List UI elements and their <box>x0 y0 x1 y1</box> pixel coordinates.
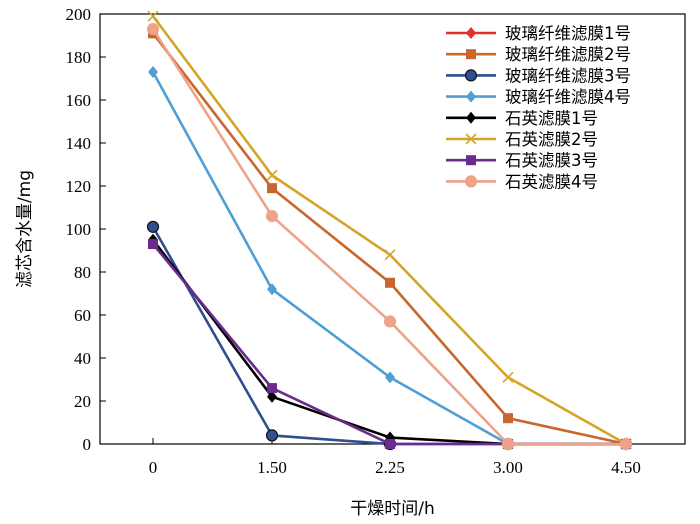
legend-label: 石英滤膜1号 <box>505 109 598 128</box>
data-point <box>267 283 277 296</box>
y-tick-label: 100 <box>66 220 92 239</box>
data-point <box>385 277 395 288</box>
data-point <box>384 249 396 261</box>
data-point <box>265 210 279 223</box>
y-tick-label: 40 <box>74 349 91 368</box>
legend-item: 玻璃纤维滤膜2号 <box>446 45 631 64</box>
y-tick-label: 80 <box>74 263 91 282</box>
series-line <box>151 71 626 446</box>
data-point <box>501 437 515 451</box>
data-point <box>267 383 277 394</box>
legend-label: 石英滤膜2号 <box>505 130 598 149</box>
legend-item: 玻璃纤维滤膜4号 <box>446 88 631 107</box>
y-axis-title: 滤芯含水量/mg <box>15 170 35 288</box>
data-point <box>267 390 277 403</box>
data-point <box>148 66 158 79</box>
x-axis-title: 干燥时间/h <box>350 499 435 519</box>
data-point <box>267 183 277 194</box>
x-tick-label: 0 <box>149 458 158 477</box>
x-tick-label: 4.50 <box>611 458 641 477</box>
data-point <box>502 371 514 383</box>
axes: 0 20 40 60 80 100 120 140 160 180 200 0 1.50 2.25 3.00… <box>66 5 686 477</box>
data-point <box>464 69 478 82</box>
y-tick-label: 160 <box>66 91 92 110</box>
x-tick-label: 3.00 <box>493 458 523 477</box>
series-8 <box>146 22 633 451</box>
legend-label: 石英滤膜4号 <box>505 172 598 191</box>
data-point <box>466 27 476 39</box>
legend-label: 石英滤膜3号 <box>505 151 598 170</box>
data-point <box>465 133 477 145</box>
data-point <box>466 49 476 60</box>
x-tick-label: 2.25 <box>375 458 405 477</box>
y-tick-label: 20 <box>74 392 91 411</box>
y-tick-label: 200 <box>66 5 92 24</box>
legend: 玻璃纤维滤膜1号玻璃纤维滤膜2号玻璃纤维滤膜3号玻璃纤维滤膜4号石英滤膜1号石英… <box>446 24 631 191</box>
legend-item: 石英滤膜1号 <box>446 109 598 128</box>
data-point <box>466 111 476 124</box>
data-point <box>385 439 395 449</box>
y-tick-label: 180 <box>66 48 92 67</box>
data-point <box>464 175 478 188</box>
legend-item: 石英滤膜3号 <box>446 151 598 170</box>
legend-label: 玻璃纤维滤膜3号 <box>505 66 631 85</box>
series-line <box>151 243 626 446</box>
data-point <box>466 90 476 103</box>
series-5 <box>148 233 631 450</box>
data-point <box>146 220 160 233</box>
legend-item: 玻璃纤维滤膜3号 <box>446 66 631 85</box>
legend-label: 玻璃纤维滤膜1号 <box>505 24 631 43</box>
legend-label: 玻璃纤维滤膜4号 <box>505 88 631 107</box>
data-point <box>619 437 633 451</box>
data-point <box>147 10 159 22</box>
data-point <box>503 413 513 424</box>
data-point <box>148 239 158 250</box>
data-point <box>146 22 160 36</box>
y-tick-label: 120 <box>66 177 92 196</box>
data-point <box>265 429 279 442</box>
y-tick-label: 60 <box>74 306 91 325</box>
data-point <box>466 155 476 166</box>
legend-item: 石英滤膜4号 <box>446 172 598 191</box>
data-point <box>383 315 397 328</box>
x-tick-label: 1.50 <box>257 458 287 477</box>
legend-item: 石英滤膜2号 <box>446 130 598 149</box>
series-layer <box>146 10 633 451</box>
y-tick-label: 140 <box>66 134 92 153</box>
data-point <box>385 371 395 384</box>
legend-label: 玻璃纤维滤膜2号 <box>505 45 631 64</box>
legend-item: 玻璃纤维滤膜1号 <box>446 24 631 43</box>
y-tick-label: 0 <box>83 435 92 454</box>
data-point <box>266 169 278 181</box>
series-line <box>151 238 626 446</box>
